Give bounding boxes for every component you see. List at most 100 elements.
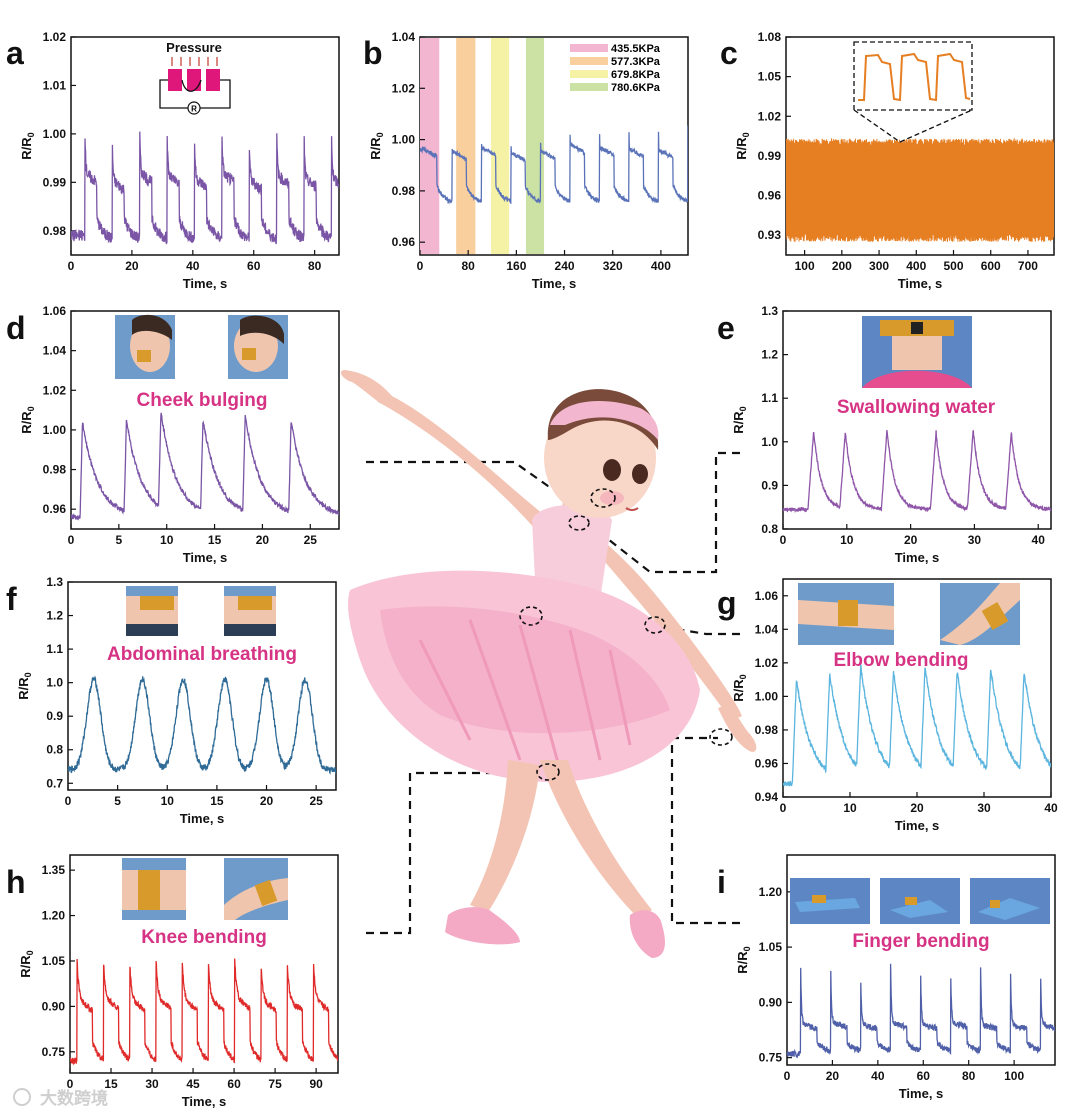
legend-label: 679.8KPa — [611, 69, 661, 81]
panel-letter: c — [720, 35, 738, 71]
pressure-bands — [420, 38, 545, 254]
watermark-text: 大数跨境 — [40, 1088, 108, 1108]
ticks: 0 20 40 60 80 100 0.75 0.90 1.05 1.20 Time, s R/R0 — [735, 885, 1024, 1101]
panel-caption: Cheek bulging — [137, 390, 268, 411]
y-tick-label: 1.05 — [759, 940, 783, 954]
x-tick-label: 5 — [114, 794, 121, 808]
x-tick-label: 40 — [186, 259, 200, 273]
x-tick-label: 20 — [256, 533, 270, 547]
y-tick-label: 1.02 — [43, 383, 67, 397]
x-axis-label: Time, s — [899, 1086, 944, 1101]
right-shoe — [629, 910, 665, 958]
hair-shape — [240, 315, 284, 344]
y-axis-label: R/R0 — [731, 406, 748, 433]
y-tick-label: 1.00 — [43, 423, 67, 437]
legend-swatch — [570, 44, 608, 52]
y-tick-label: 0.9 — [46, 709, 63, 723]
pressure-arrows — [171, 57, 218, 66]
x-axis-label: Time, s — [898, 276, 943, 291]
x-tick-label: 60 — [917, 1069, 931, 1083]
x-tick-label: 15 — [104, 1077, 118, 1091]
cheek-blush — [600, 491, 624, 505]
panel-h: h 0 15 30 45 60 75 90 0.75 0.90 1.05 1.20 1.35 Time,… — [6, 854, 339, 1109]
y-tick-label: 1.1 — [761, 391, 778, 405]
y-tick-label: 1.02 — [392, 81, 416, 95]
y-tick-label: 1.06 — [755, 589, 779, 603]
y-tick-label: 1.35 — [42, 863, 66, 877]
pressure-inset: Pressure R — [159, 40, 231, 115]
tutu-folds — [418, 619, 632, 771]
photo-finger-1 — [790, 878, 870, 924]
y-tick-label: 0.9 — [761, 478, 778, 492]
x-tick-label: 400 — [906, 259, 926, 273]
y-axis-label: R/R0 — [368, 132, 385, 159]
sensor-electrode — [911, 322, 923, 334]
right-arm — [590, 538, 742, 718]
right-hand — [718, 704, 757, 752]
sensor-knee-marker — [536, 763, 560, 781]
panel-letter: b — [363, 35, 383, 71]
connector-finger — [670, 736, 740, 925]
sensor-cheek-marker — [590, 488, 616, 508]
sensor-patch — [812, 895, 826, 903]
pressure-band — [456, 38, 476, 254]
x-tick-label: 15 — [210, 794, 224, 808]
photo-knee-2 — [224, 858, 288, 920]
x-tick-label: 80 — [308, 259, 322, 273]
circuit-wire — [159, 79, 231, 109]
x-tick-label: 100 — [795, 259, 815, 273]
x-axis-label: Time, s — [895, 550, 940, 565]
panel-c: c 100 200 300 400 500 600 7000.930.960.991.021… — [720, 30, 1055, 291]
sensor-patch — [137, 350, 151, 362]
sensor-markers — [519, 488, 733, 781]
y-axis-label: R/R0 — [735, 946, 752, 973]
panel-caption: Swallowing water — [837, 397, 996, 418]
x-tick-label: 0 — [68, 533, 75, 547]
y-tick-label: 1.08 — [758, 30, 782, 44]
pressure-band — [491, 38, 510, 254]
x-tick-label: 400 — [651, 259, 671, 273]
ticks: 0 15 30 45 60 75 90 0.75 0.90 1.05 1.20 1.35 Time, s… — [18, 863, 323, 1109]
panel-caption: Abdominal breathing — [107, 644, 297, 665]
x-tick-label: 45 — [186, 1077, 200, 1091]
resistor-symbol — [187, 101, 201, 115]
y-tick-label: 1.02 — [755, 656, 779, 670]
tutu-inner — [380, 606, 670, 734]
watermark: 大数跨境 — [13, 1088, 108, 1108]
y-tick-label: 1.06 — [43, 304, 67, 318]
panel-letter: f — [6, 581, 17, 617]
y-tick-label: 1.04 — [43, 344, 67, 358]
connector-throat — [589, 451, 740, 574]
sensor-throat-marker — [568, 515, 590, 531]
series-line — [68, 675, 336, 775]
x-tick-label: 80 — [462, 259, 476, 273]
right-eye — [632, 464, 648, 484]
sensor-patch — [905, 897, 917, 905]
panel-letter: g — [717, 585, 737, 621]
y-tick-label: 0.96 — [43, 502, 67, 516]
ticks: 0 10 20 30 40 0.8 0.9 1.0 1.1 1.2 1.3 Time, s R/R0 — [731, 304, 1045, 565]
shirt-shape — [862, 370, 972, 388]
x-tick-label: 80 — [962, 1069, 976, 1083]
x-tick-label: 0 — [780, 801, 787, 815]
ticks: 0 5 10 15 20 25 0.7 0.8 0.9 1.0 1.1 1.2 1.3 Time, s R/… — [16, 575, 323, 826]
electrode-block — [206, 69, 220, 91]
panel-d: d 0 5 10 15 20 25 0.96 0.98 1.00 1.02 1.04 1.06 Time… — [6, 304, 340, 565]
left-shoe — [445, 907, 520, 945]
panel-letter: a — [6, 35, 24, 71]
x-tick-label: 40 — [1032, 533, 1046, 547]
y-tick-label: 1.2 — [46, 609, 63, 623]
sensor-band — [140, 596, 174, 610]
photo-cheek-1 — [115, 314, 175, 379]
left-arm — [375, 393, 548, 530]
x-tick-label: 0 — [417, 259, 424, 273]
y-tick-label: 0.90 — [42, 999, 66, 1013]
y-tick-label: 1.3 — [761, 304, 778, 318]
panel-letter: e — [717, 310, 735, 346]
x-tick-label: 10 — [843, 801, 857, 815]
x-tick-label: 40 — [871, 1069, 885, 1083]
x-tick-label: 300 — [869, 259, 889, 273]
inset-label: Pressure — [166, 40, 222, 55]
photo-finger-3 — [970, 878, 1050, 924]
series-line — [783, 664, 1051, 788]
